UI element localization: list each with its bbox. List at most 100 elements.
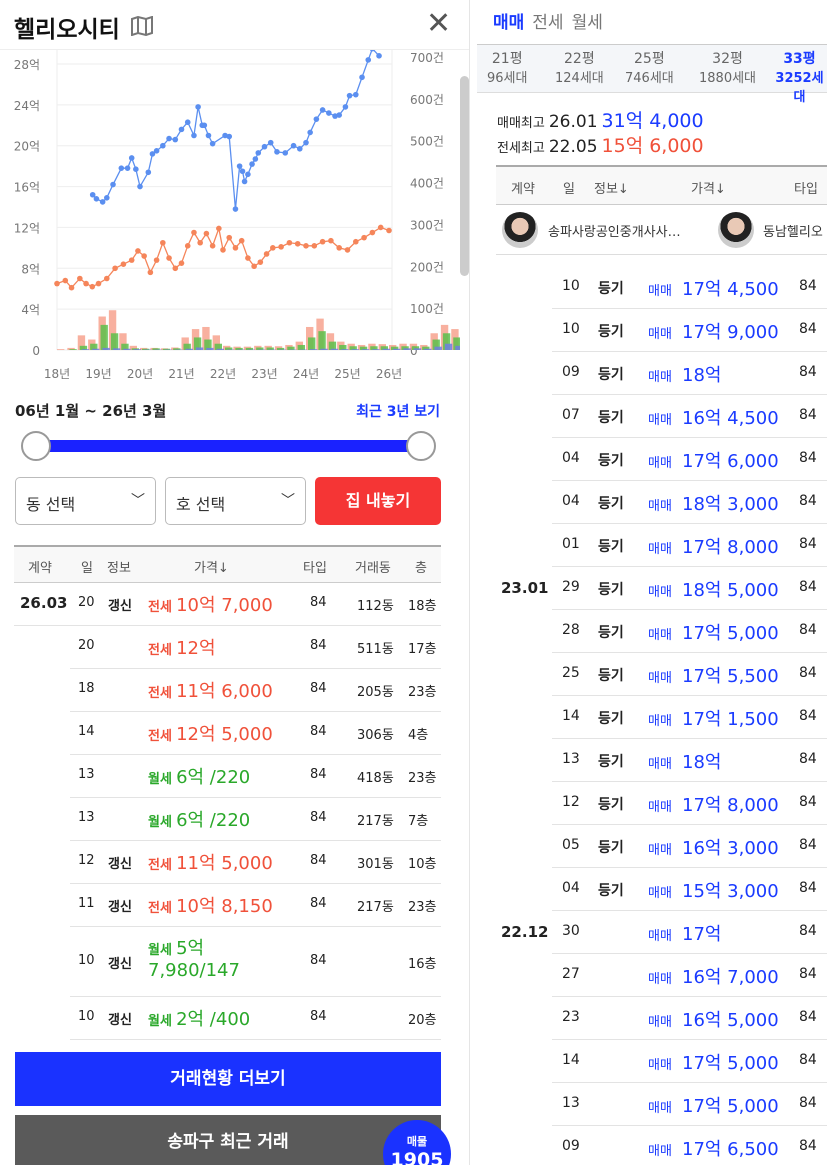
- date-range-label: 06년 1월 ~ 26년 3월: [15, 402, 167, 420]
- tab-wolse[interactable]: 월세: [571, 13, 603, 33]
- table-row[interactable]: 10 갱신 월세 5억 7,980/147 84 16층: [0, 927, 441, 997]
- divider: [70, 840, 441, 841]
- district-recent-button[interactable]: 송파구 최근 거래: [15, 1115, 441, 1165]
- size-tab[interactable]: 32평 1880세대: [699, 50, 756, 88]
- jeonse-point: [128, 257, 135, 263]
- table-row[interactable]: 27 매매 16억 7,000 84: [470, 954, 827, 997]
- size-tab[interactable]: 22평 124세대: [555, 50, 604, 88]
- table-row[interactable]: 23 매매 16억 5,000 84: [470, 997, 827, 1040]
- table-row[interactable]: 23.01 29 등기 매매 18억 5,000 84: [470, 567, 827, 610]
- table-row[interactable]: 28 등기 매매 17억 5,000 84: [470, 610, 827, 653]
- tab-jeonse[interactable]: 전세: [532, 13, 564, 33]
- col-dong[interactable]: 거래동: [355, 561, 391, 576]
- table-row[interactable]: 04 등기 매매 15억 3,000 84: [470, 868, 827, 911]
- info: 등기: [598, 625, 624, 641]
- col-type[interactable]: 타입: [794, 182, 818, 197]
- sale-point: [149, 151, 156, 157]
- range-slider-start-handle[interactable]: [21, 431, 51, 461]
- table-row[interactable]: 12 등기 매매 17억 8,000 84: [470, 782, 827, 825]
- table-row[interactable]: 07 등기 매매 16억 4,500 84: [470, 395, 827, 438]
- dong: 418동: [357, 771, 394, 786]
- table-row[interactable]: 14 매매 17억 5,000 84: [470, 1040, 827, 1083]
- col-price[interactable]: 가격↓: [691, 182, 726, 197]
- agent-avatar[interactable]: [718, 212, 754, 248]
- right-panel: 매매 전세 월세 21평 96세대 22평 124세대 25평 746세대 32평 1880세대 3…: [470, 0, 827, 1165]
- bar_sale-bar: [185, 348, 193, 350]
- col-contract[interactable]: 계약: [511, 182, 535, 197]
- size-pyeong: 21평: [491, 51, 523, 67]
- bar_wolse-bar: [432, 339, 440, 350]
- table-row[interactable]: 12 갱신 전세 11억 5,000 84 301동 10층: [0, 841, 441, 884]
- table-row[interactable]: 05 등기 매매 16억 3,000 84: [470, 825, 827, 868]
- size-tab[interactable]: 33평 3252세대: [772, 50, 827, 107]
- table-row[interactable]: 11 갱신 전세 10억 8,150 84 217동 23층: [0, 884, 441, 927]
- bar_wolse-bar: [297, 344, 305, 350]
- divider: [552, 351, 827, 352]
- bar_wolse-bar: [256, 347, 264, 350]
- table-row[interactable]: 25 등기 매매 17억 5,500 84: [470, 653, 827, 696]
- y-tick-left: 12억: [14, 221, 40, 235]
- scrollbar[interactable]: [460, 76, 469, 276]
- table-row[interactable]: 26.03 20 갱신 전세 10억 7,000 84 112동 18층: [0, 583, 441, 626]
- table-row[interactable]: 14 등기 매매 17억 1,500 84: [470, 696, 827, 739]
- table-row[interactable]: 10 등기 매매 17억 4,500 84: [470, 266, 827, 309]
- sale-max: 매매최고 26.01 31억 4,000: [497, 106, 704, 133]
- table-row[interactable]: 10 갱신 월세 2억 /400 84 20층: [0, 997, 441, 1040]
- divider: [70, 926, 441, 927]
- map-icon[interactable]: [130, 16, 154, 36]
- table-row[interactable]: 13 등기 매매 18억 84: [470, 739, 827, 782]
- agent-name[interactable]: 송파사랑공인중개사사…: [548, 225, 681, 240]
- size-tab[interactable]: 25평 746세대: [625, 50, 674, 88]
- x-tick: 22년: [210, 367, 236, 381]
- type: 84: [310, 724, 327, 739]
- range-slider-track[interactable]: [36, 440, 422, 452]
- jeonse-point: [62, 277, 69, 284]
- col-price[interactable]: 가격↓: [194, 561, 229, 576]
- table-row[interactable]: 14 전세 12억 5,000 84 306동 4층: [0, 712, 441, 755]
- type: 84: [310, 896, 327, 911]
- table-row[interactable]: 01 등기 매매 17억 8,000 84: [470, 524, 827, 567]
- dong: 112동: [357, 599, 394, 614]
- tab-sale[interactable]: 매매: [493, 13, 525, 33]
- size-tab[interactable]: 21평 96세대: [487, 50, 527, 88]
- ho-select[interactable]: 호 선택 ﹀: [165, 477, 306, 525]
- table-row[interactable]: 04 등기 매매 18억 3,000 84: [470, 481, 827, 524]
- col-day[interactable]: 일: [563, 182, 575, 197]
- table-row[interactable]: 10 등기 매매 17억 9,000 84: [470, 309, 827, 352]
- agent-name[interactable]: 동남헬리오: [763, 225, 823, 240]
- agents-row: 송파사랑공인중개사사… 동남헬리오: [496, 206, 827, 255]
- col-info[interactable]: 정보: [107, 561, 131, 576]
- sale-point: [365, 57, 372, 63]
- type: 84: [799, 665, 817, 681]
- table-row[interactable]: 13 매매 17억 5,000 84: [470, 1083, 827, 1126]
- jeonse-point: [238, 237, 245, 244]
- recent-3-years-link[interactable]: 최근 3년 보기: [356, 404, 440, 420]
- col-type[interactable]: 타입: [303, 561, 327, 576]
- price: 18억 3,000: [682, 494, 779, 515]
- more-transactions-button[interactable]: 거래현황 더보기: [15, 1052, 441, 1106]
- range-slider-end-handle[interactable]: [406, 431, 436, 461]
- close-icon[interactable]: ✕: [426, 6, 452, 41]
- jeonse-max-date: 22.05: [548, 137, 598, 157]
- col-floor[interactable]: 층: [415, 561, 427, 576]
- col-day[interactable]: 일: [81, 561, 93, 576]
- dong-select[interactable]: 동 선택 ﹀: [15, 477, 156, 525]
- table-row[interactable]: 20 전세 12억 84 511동 17층: [0, 626, 441, 669]
- table-row[interactable]: 18 전세 11억 6,000 84 205동 23층: [0, 669, 441, 712]
- table-row[interactable]: 22.12 30 매매 17억 84: [470, 911, 827, 954]
- col-contract[interactable]: 계약: [28, 561, 52, 576]
- bar_jeonse-bar: [119, 333, 127, 350]
- table-row[interactable]: 09 등기 매매 18억 84: [470, 352, 827, 395]
- table-row[interactable]: 13 월세 6억 /220 84 217동 7층: [0, 798, 441, 841]
- day: 13: [78, 810, 95, 825]
- jeonse-point: [336, 245, 343, 251]
- col-info[interactable]: 정보↓: [594, 182, 629, 197]
- dong: 217동: [357, 814, 394, 829]
- agent-avatar[interactable]: [502, 212, 538, 248]
- table-row[interactable]: 04 등기 매매 17억 6,000 84: [470, 438, 827, 481]
- table-row[interactable]: 09 매매 17억 6,500 84: [470, 1126, 827, 1165]
- jeonse-point: [245, 255, 251, 261]
- list-property-button[interactable]: 집 내놓기: [315, 477, 441, 525]
- bar_sale-bar: [81, 349, 90, 350]
- table-row[interactable]: 13 월세 6억 /220 84 418동 23층: [0, 755, 441, 798]
